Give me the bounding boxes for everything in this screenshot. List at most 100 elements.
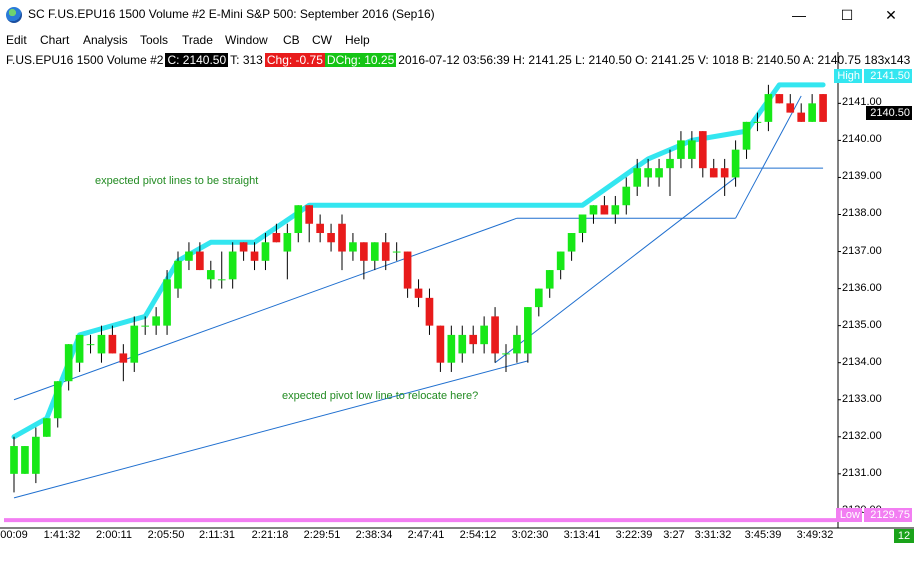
- candle: [163, 270, 171, 335]
- candle: [261, 233, 270, 271]
- candle-body: [338, 223, 346, 252]
- chart-info-bar: F.US.EPU16 1500 Volume #2 C: 2140.50 T: …: [0, 52, 914, 68]
- candle: [10, 436, 18, 493]
- candle: [666, 149, 674, 196]
- candle-body: [436, 325, 445, 363]
- menu-help[interactable]: Help: [345, 33, 370, 47]
- price-tick-label: 2132.00: [842, 429, 882, 442]
- menu-analysis[interactable]: Analysis: [83, 33, 128, 47]
- candle-body: [655, 168, 663, 178]
- candle: [370, 242, 379, 271]
- candle-body: [480, 325, 488, 345]
- candle-body: [130, 325, 139, 363]
- candle-body: [731, 149, 740, 178]
- menu-trade[interactable]: Trade: [182, 33, 213, 47]
- menu-chart[interactable]: Chart: [40, 33, 70, 47]
- menu-edit[interactable]: Edit: [6, 33, 27, 47]
- candle: [633, 158, 642, 196]
- candle-body: [677, 140, 685, 159]
- close-button[interactable]: ✕: [885, 6, 897, 23]
- candle: [141, 316, 150, 335]
- candle-body: [53, 381, 62, 419]
- candle: [447, 325, 456, 372]
- minimize-button[interactable]: —: [792, 7, 806, 23]
- candle: [349, 233, 357, 261]
- candle: [152, 307, 160, 335]
- candle-body: [491, 316, 499, 354]
- candle: [688, 131, 696, 169]
- candle-body: [86, 344, 95, 346]
- candle: [283, 223, 292, 280]
- candle: [808, 94, 816, 122]
- candle-body: [261, 242, 270, 261]
- candle-body: [403, 251, 412, 289]
- candle-body: [742, 121, 751, 150]
- trend-line-4: [494, 177, 736, 364]
- candle: [677, 131, 685, 169]
- candle-body: [556, 251, 565, 271]
- candle-body: [502, 353, 510, 355]
- price-chart[interactable]: [0, 50, 914, 565]
- candle: [185, 242, 193, 271]
- time-tick-label: 00:09: [0, 529, 28, 541]
- candle: [436, 325, 445, 372]
- candle-body: [360, 242, 368, 261]
- candle-body: [414, 288, 423, 298]
- time-tick-label: 2:29:51: [303, 529, 341, 541]
- menu-window[interactable]: Window: [225, 33, 268, 47]
- candle-body: [381, 242, 390, 261]
- time-tick-label: 1:41:32: [43, 529, 81, 541]
- candle-body: [97, 334, 106, 354]
- candle-body: [786, 103, 795, 113]
- candle: [228, 242, 237, 289]
- info-change: Chg: -0.75: [264, 53, 325, 67]
- candle: [469, 325, 478, 354]
- candle: [360, 242, 368, 280]
- candle: [545, 270, 554, 298]
- candle: [305, 205, 314, 243]
- candle: [97, 325, 106, 363]
- candle: [742, 121, 751, 159]
- info-trades: T: 313: [230, 53, 263, 67]
- candle: [797, 103, 806, 122]
- candle-body: [392, 251, 401, 253]
- candle: [491, 307, 499, 363]
- candle-body: [513, 334, 521, 354]
- menu-cw[interactable]: CW: [312, 33, 332, 47]
- time-tick-label: 2:11:31: [199, 529, 235, 541]
- candle: [578, 214, 587, 243]
- candle-body: [206, 270, 215, 280]
- time-tick-label: 2:21:18: [251, 529, 289, 541]
- time-tick-label: 3:49:32: [796, 529, 834, 541]
- candle: [819, 94, 827, 122]
- candle: [196, 242, 204, 271]
- candle-body: [753, 121, 762, 123]
- candle-body: [545, 270, 554, 289]
- time-tick-label: 3:45:39: [744, 529, 782, 541]
- low-label: Low: [836, 508, 862, 522]
- time-tick-label: 3:13:41: [563, 529, 601, 541]
- candle-body: [666, 158, 674, 169]
- candle-body: [64, 344, 73, 382]
- candle-body: [42, 418, 51, 437]
- candle-body: [119, 353, 128, 363]
- window-title: SC F.US.EPU16 1500 Volume #2 E-Mini S&P …: [28, 7, 435, 21]
- candle: [403, 251, 412, 298]
- candle-body: [370, 242, 379, 261]
- candle: [206, 260, 215, 289]
- info-symbol: F.US.EPU16 1500 Volume #2: [6, 53, 164, 67]
- high-price-tag: 2141.50: [864, 69, 912, 83]
- title-bar: SC F.US.EPU16 1500 Volume #2 E-Mini S&P …: [0, 0, 914, 30]
- maximize-button[interactable]: ☐: [840, 6, 854, 23]
- candle: [174, 251, 182, 298]
- candle: [130, 316, 139, 372]
- menu-cb[interactable]: CB: [283, 33, 300, 47]
- time-tick-label: 2:47:41: [407, 529, 445, 541]
- globe-icon: [6, 7, 22, 23]
- candle: [556, 251, 565, 280]
- candle: [327, 223, 335, 252]
- candle-body: [819, 94, 827, 122]
- candle-body: [217, 279, 226, 281]
- menu-tools[interactable]: Tools: [140, 33, 169, 47]
- annotation-pivot-low: expected pivot low line to relocate here…: [282, 390, 479, 402]
